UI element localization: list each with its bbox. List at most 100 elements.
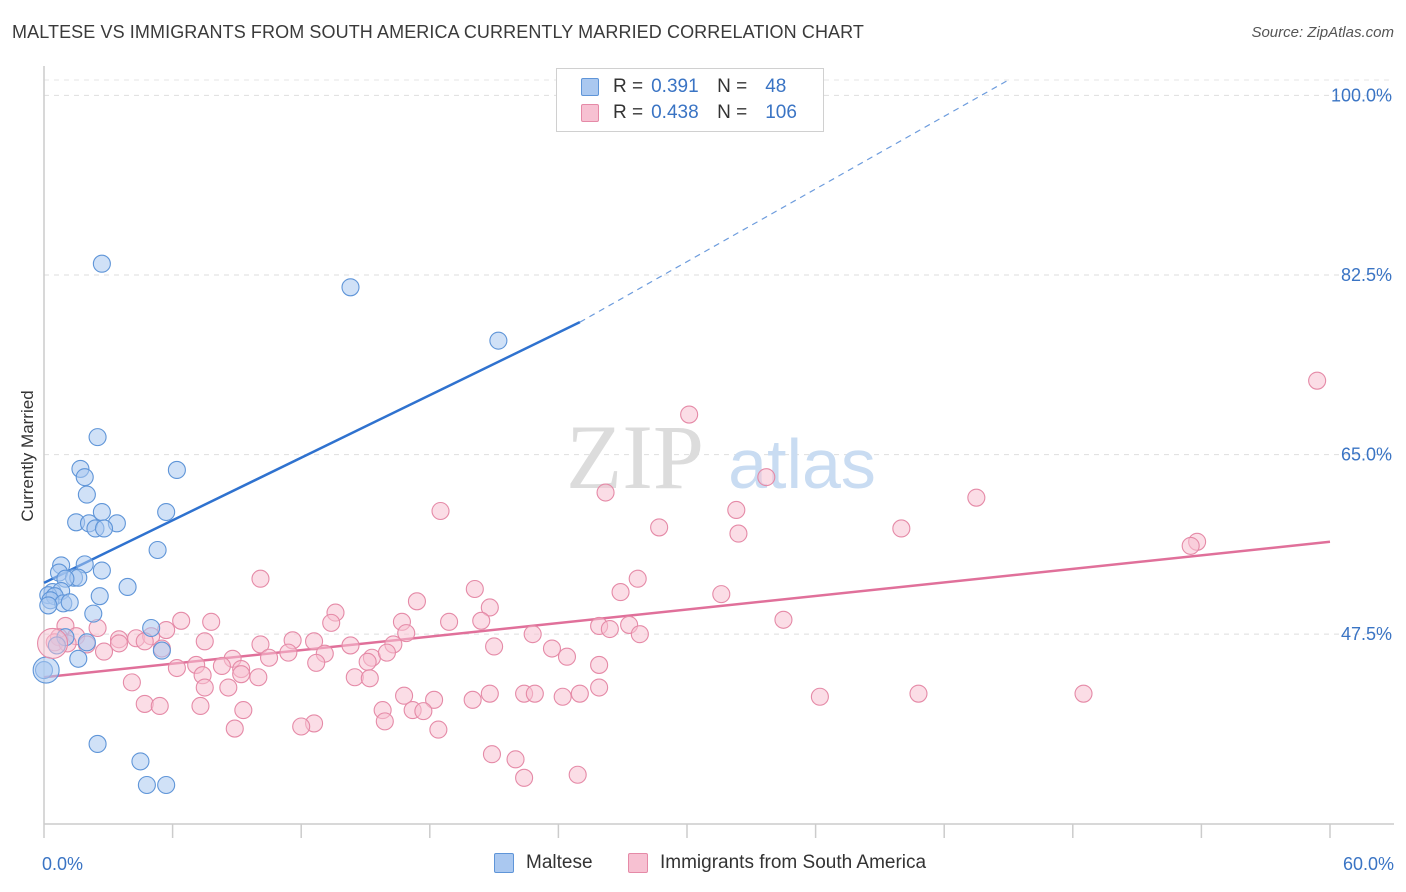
south-america-point	[219, 678, 238, 697]
maltese-point	[152, 641, 171, 660]
south-america-point	[37, 627, 69, 659]
y-tick-label: 82.5%	[1341, 265, 1392, 285]
south-america-point	[590, 655, 609, 674]
south-america-point	[515, 768, 534, 787]
south-america-point	[712, 585, 731, 604]
r-label: R =	[613, 102, 644, 123]
south-america-point	[225, 719, 244, 738]
legend-row-maltese: R = 0.391 N = 48	[581, 75, 786, 99]
r-label: R =	[613, 76, 644, 97]
legend-item-south-america[interactable]: Immigrants from South America	[628, 852, 926, 874]
south-america-point	[322, 613, 341, 632]
south-america-point	[568, 765, 587, 784]
legend-row-south-america: R = 0.438 N = 106	[581, 101, 797, 125]
south-america-trendline	[43, 540, 1331, 679]
south-america-point	[377, 643, 396, 662]
maltese-point	[88, 734, 107, 754]
south-america-point	[414, 702, 433, 721]
south-america-point	[557, 647, 577, 666]
south-america-legend-swatch	[628, 853, 648, 873]
south-america-swatch	[581, 104, 599, 122]
south-america-point	[480, 598, 499, 617]
n-label: N =	[717, 102, 748, 123]
south-america-point	[259, 648, 279, 667]
south-america-point	[251, 569, 270, 588]
maltese-point	[92, 561, 111, 580]
maltese-trendline	[43, 321, 581, 584]
south-america-point	[485, 637, 504, 656]
south-america-point	[307, 653, 326, 672]
south-america-point	[596, 483, 615, 502]
south-america-point	[570, 684, 589, 703]
south-america-point	[463, 690, 482, 709]
south-america-point	[407, 592, 426, 611]
y-tick-label: 65.0%	[1341, 445, 1392, 465]
maltese-point	[32, 656, 60, 684]
n-value: 106	[765, 102, 797, 123]
n-value: 48	[765, 76, 787, 97]
maltese-point	[84, 604, 103, 623]
legend-label: Immigrants from South America	[660, 852, 927, 873]
maltese-point	[118, 577, 137, 596]
maltese-swatch	[581, 78, 599, 96]
south-america-point	[1181, 536, 1200, 555]
chart-title: MALTESE VS IMMIGRANTS FROM SOUTH AMERICA…	[12, 22, 865, 42]
south-america-point	[472, 611, 491, 630]
r-value: 0.438	[651, 102, 699, 123]
maltese-point	[131, 752, 150, 771]
data-points	[32, 254, 1327, 795]
south-america-point	[429, 720, 448, 739]
watermark-atlas: atlas	[728, 425, 876, 503]
south-america-point	[774, 610, 793, 629]
south-america-point	[249, 668, 268, 687]
south-america-point	[251, 635, 270, 654]
maltese-point	[39, 596, 58, 615]
south-america-point	[553, 687, 572, 706]
maltese-legend-swatch	[494, 853, 514, 873]
maltese-point	[90, 587, 109, 606]
south-america-point	[305, 632, 324, 651]
south-america-point	[94, 642, 114, 661]
maltese-point	[75, 468, 94, 487]
watermark-zip: ZIP	[566, 406, 704, 508]
south-america-point	[810, 687, 829, 706]
south-america-point	[292, 717, 311, 736]
south-america-point	[680, 405, 699, 424]
south-america-point	[341, 636, 360, 655]
maltese-point	[341, 278, 360, 297]
south-america-point	[611, 583, 630, 602]
south-america-point	[425, 690, 444, 709]
south-america-point	[757, 468, 776, 487]
south-america-point	[525, 684, 544, 703]
south-america-point	[191, 696, 210, 716]
axes	[43, 66, 1394, 838]
south-america-point	[440, 612, 459, 631]
south-america-point	[360, 669, 379, 688]
south-america-point	[729, 524, 748, 543]
legend-item-maltese[interactable]: Maltese	[494, 852, 593, 874]
legend-label: Maltese	[526, 852, 593, 873]
south-america-point	[630, 625, 649, 644]
maltese-point	[157, 502, 176, 522]
south-america-point	[628, 569, 647, 588]
y-tick-label: 100.0%	[1331, 85, 1392, 105]
south-america-point	[506, 750, 525, 769]
south-america-point	[909, 684, 928, 703]
south-america-point	[150, 696, 169, 716]
south-america-point	[397, 624, 416, 643]
maltese-point	[88, 428, 107, 447]
south-america-point	[1308, 371, 1327, 390]
south-america-point	[480, 684, 499, 703]
x-tick-label: 0.0%	[42, 854, 83, 874]
south-america-point	[195, 632, 214, 651]
south-america-point	[232, 665, 251, 684]
south-america-point	[395, 686, 414, 705]
x-tick-label: 60.0%	[1343, 854, 1394, 874]
maltese-point	[489, 331, 508, 350]
south-america-point	[157, 620, 176, 640]
maltese-point	[142, 618, 161, 638]
south-america-point	[650, 518, 669, 537]
south-america-point	[482, 745, 502, 764]
south-america-point	[212, 656, 231, 676]
